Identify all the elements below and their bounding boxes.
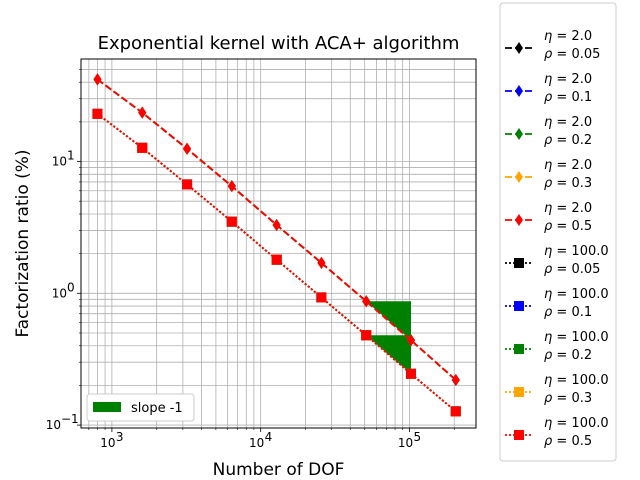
legend-box bbox=[499, 2, 617, 462]
legend-eta: η = 100.0 bbox=[544, 373, 609, 388]
legend-eta: η = 100.0 bbox=[544, 244, 609, 259]
legend-rho: ρ = 0.2 bbox=[544, 348, 592, 363]
data-point bbox=[317, 256, 326, 269]
legend-entry-5: η = 2.0 ρ = 0.5 bbox=[505, 201, 592, 234]
x-axis-label: Number of DOF bbox=[213, 460, 345, 480]
legend-entry-2: η = 2.0 ρ = 0.1 bbox=[505, 72, 592, 105]
inner-legend-label: slope -1 bbox=[131, 401, 183, 416]
data-point bbox=[407, 334, 416, 347]
plot-frame bbox=[80, 58, 477, 429]
legend-entry-7: η = 100.0 ρ = 0.1 bbox=[505, 287, 609, 320]
data-point bbox=[182, 179, 193, 190]
y-tick-exponent: 0 bbox=[67, 280, 75, 294]
legend-rho: ρ = 0.1 bbox=[544, 90, 592, 105]
y-tick-label: 10 bbox=[52, 155, 67, 169]
legend-rho: ρ = 0.3 bbox=[544, 391, 592, 406]
y-tick-label: 10 bbox=[52, 286, 67, 300]
data-point bbox=[92, 108, 103, 119]
legend-eta: η = 2.0 bbox=[544, 29, 592, 44]
legend-marker bbox=[515, 85, 523, 97]
legend-rho: ρ = 0.05 bbox=[544, 47, 600, 62]
legend-marker bbox=[515, 214, 523, 226]
legend-rho: ρ = 0.2 bbox=[544, 133, 592, 148]
legend-marker bbox=[514, 344, 524, 354]
legend-marker bbox=[514, 301, 524, 311]
legend-eta: η = 2.0 bbox=[544, 158, 592, 173]
data-point bbox=[271, 254, 282, 265]
legend-eta: η = 100.0 bbox=[544, 330, 609, 345]
legend-eta: η = 100.0 bbox=[544, 287, 609, 302]
legend-entry-3: η = 2.0 ρ = 0.2 bbox=[505, 115, 592, 148]
series-group bbox=[92, 73, 461, 417]
legend-eta: η = 2.0 bbox=[544, 115, 592, 130]
y-axis-label: Factorization ratio (%) bbox=[13, 149, 33, 337]
legend-entry-4: η = 2.0 ρ = 0.3 bbox=[505, 158, 592, 191]
legend-entry-1: η = 2.0 ρ = 0.05 bbox=[505, 29, 600, 62]
legend-marker bbox=[515, 42, 523, 54]
legend-eta: η = 100.0 bbox=[544, 416, 609, 431]
legend-entry-6: η = 100.0 ρ = 0.05 bbox=[505, 244, 609, 277]
legend-marker bbox=[514, 430, 524, 440]
minor-gridlines bbox=[81, 59, 476, 428]
x-tick-exponent: 3 bbox=[116, 430, 124, 444]
legend-eta: η = 2.0 bbox=[544, 72, 592, 87]
legend-eta: η = 2.0 bbox=[544, 201, 592, 216]
legend-entry-8: η = 100.0 ρ = 0.2 bbox=[505, 330, 609, 363]
legend-rho: ρ = 0.5 bbox=[544, 219, 592, 234]
inner-legend-swatch bbox=[93, 402, 121, 412]
legend-entry-9: η = 100.0 ρ = 0.3 bbox=[505, 373, 609, 406]
series-legend: η = 2.0 ρ = 0.05 η = 2.0 ρ = 0.1 η = 2.0 ρ = … bbox=[499, 2, 617, 462]
legend-rho: ρ = 0.5 bbox=[544, 434, 592, 449]
legend-rho: ρ = 0.1 bbox=[544, 305, 592, 320]
y-tick-exponent: 1 bbox=[67, 149, 75, 163]
legend-entry-10: η = 100.0 ρ = 0.5 bbox=[505, 416, 609, 449]
chart-title: Exponential kernel with ACA+ algorithm bbox=[98, 33, 460, 54]
data-point bbox=[138, 106, 147, 119]
legend-marker bbox=[515, 171, 523, 183]
series-5 bbox=[93, 73, 460, 386]
data-point bbox=[361, 330, 372, 341]
y-tick-label: 10 bbox=[46, 418, 61, 432]
y-tick-exponent: −1 bbox=[61, 412, 79, 426]
data-point bbox=[93, 73, 102, 86]
data-point bbox=[362, 295, 371, 308]
legend-marker bbox=[514, 258, 524, 268]
data-point bbox=[137, 142, 148, 153]
x-tick-label: 10 bbox=[100, 436, 115, 450]
x-tick-exponent: 5 bbox=[413, 430, 421, 444]
data-point bbox=[451, 373, 460, 386]
inner-legend-box bbox=[86, 393, 195, 422]
data-point bbox=[226, 216, 237, 227]
axis-ticks: 10 3 10 4 10 510 −110 010 1 bbox=[46, 69, 455, 450]
series-10 bbox=[92, 108, 461, 417]
data-point bbox=[406, 368, 417, 379]
legend-marker bbox=[514, 387, 524, 397]
x-tick-exponent: 4 bbox=[265, 430, 273, 444]
data-point bbox=[227, 180, 236, 193]
x-tick-label: 10 bbox=[398, 436, 413, 450]
legend-rho: ρ = 0.05 bbox=[544, 262, 600, 277]
data-point bbox=[272, 218, 281, 231]
data-point bbox=[183, 142, 192, 155]
data-point bbox=[450, 406, 461, 417]
x-tick-label: 10 bbox=[249, 436, 264, 450]
inner-legend: slope -1 bbox=[86, 393, 195, 422]
data-point bbox=[316, 292, 327, 303]
legend-marker bbox=[515, 128, 523, 140]
legend-rho: ρ = 0.3 bbox=[544, 176, 592, 191]
